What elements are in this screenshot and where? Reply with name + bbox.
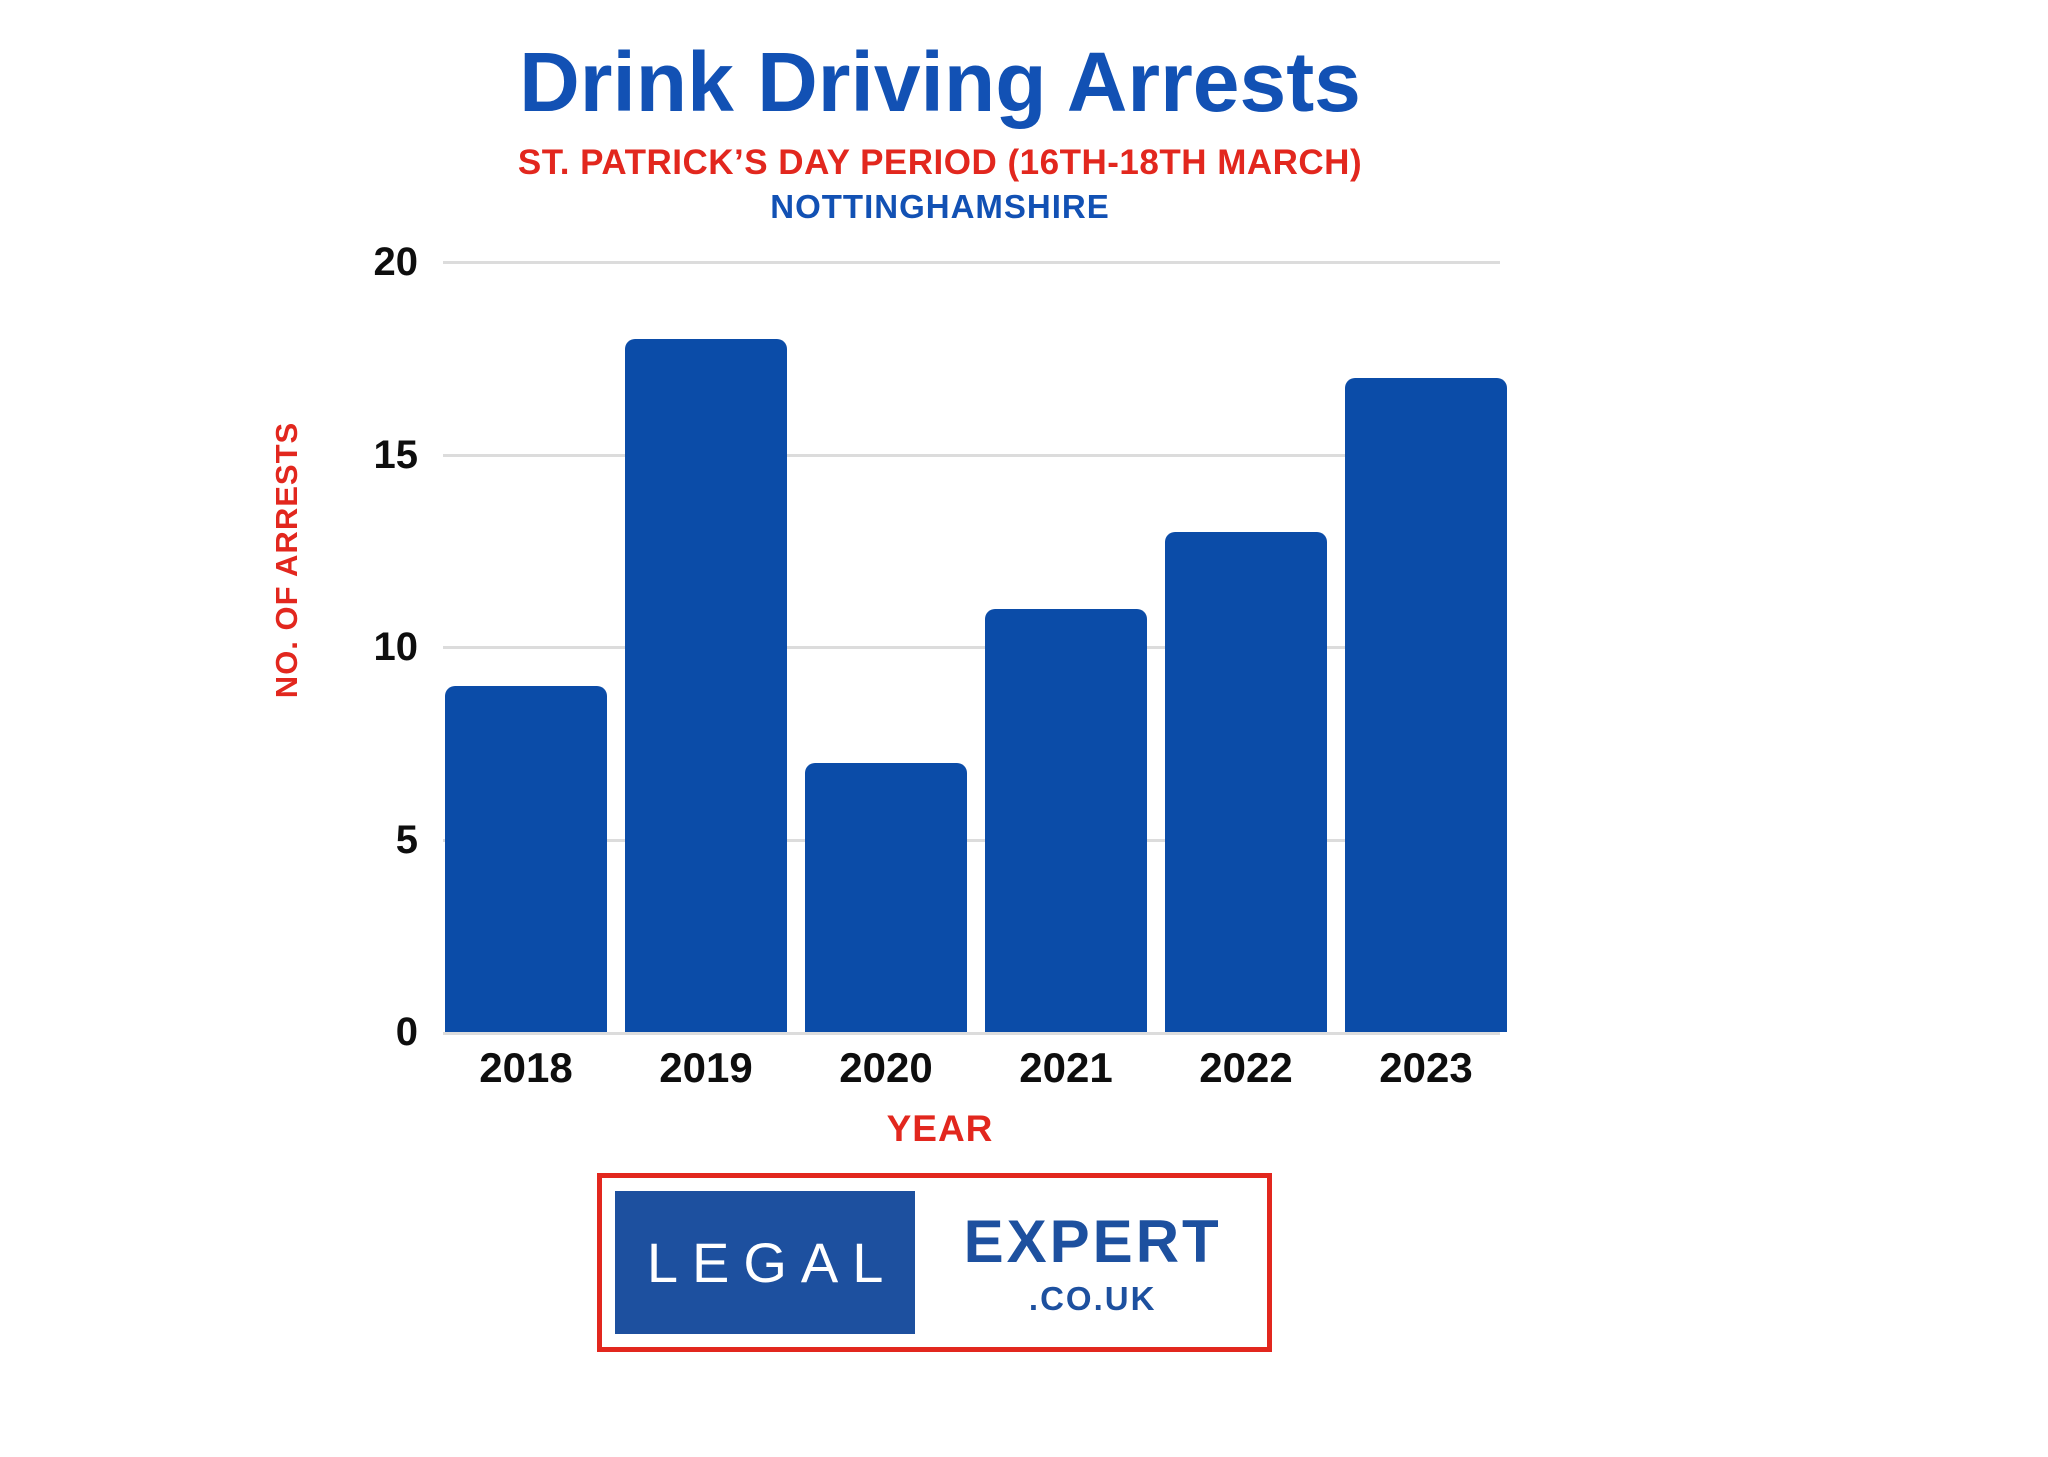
y-axis-label: NO. OF ARRESTS (269, 421, 304, 699)
gridline (443, 261, 1500, 264)
y-tick-label: 0 (395, 1010, 418, 1054)
x-tick-label: 2020 (839, 1044, 933, 1091)
bar-2020 (805, 762, 967, 1032)
chart-subtitle: ST. PATRICK’S DAY PERIOD (16TH-18TH MARC… (517, 143, 1363, 182)
chart-plot: 0 5 10 15 20 2018 2019 2020 2021 2022 2023 (374, 240, 1507, 1091)
x-axis-label: YEAR (886, 1108, 994, 1149)
logo-legal-text: LEGAL (646, 1231, 898, 1294)
x-tick-label: 2023 (1379, 1044, 1473, 1091)
logo-right-column: EXPERT .CO.UK (931, 1191, 1254, 1334)
logo-expert-text: EXPERT (963, 1208, 1222, 1275)
gridline (443, 646, 1500, 649)
logo-legal-box: LEGAL (615, 1191, 916, 1334)
x-tick-label: 2022 (1199, 1044, 1293, 1091)
x-tick-label: 2018 (479, 1044, 573, 1091)
gridline (443, 838, 1500, 842)
logo-domain-text: .CO.UK (1028, 1280, 1157, 1317)
bar-2023 (1345, 377, 1507, 1032)
chart-title: Drink Driving Arrests (519, 35, 1361, 129)
x-tick-label: 2021 (1019, 1044, 1113, 1091)
bar-2022 (1165, 531, 1327, 1032)
y-tick-label: 20 (373, 240, 419, 284)
y-tick-label: 10 (373, 625, 419, 669)
bar-2021 (985, 608, 1147, 1032)
y-tick-label: 15 (373, 432, 419, 477)
region-label: NOTTINGHAMSHIRE (770, 188, 1110, 225)
x-tick-label: 2019 (659, 1044, 753, 1091)
legal-expert-logo: LEGAL EXPERT .CO.UK (597, 1173, 1272, 1352)
gridline (443, 453, 1500, 457)
y-tick-label: 5 (395, 817, 418, 862)
bar-2018 (445, 685, 607, 1032)
bar-2019 (625, 339, 787, 1032)
